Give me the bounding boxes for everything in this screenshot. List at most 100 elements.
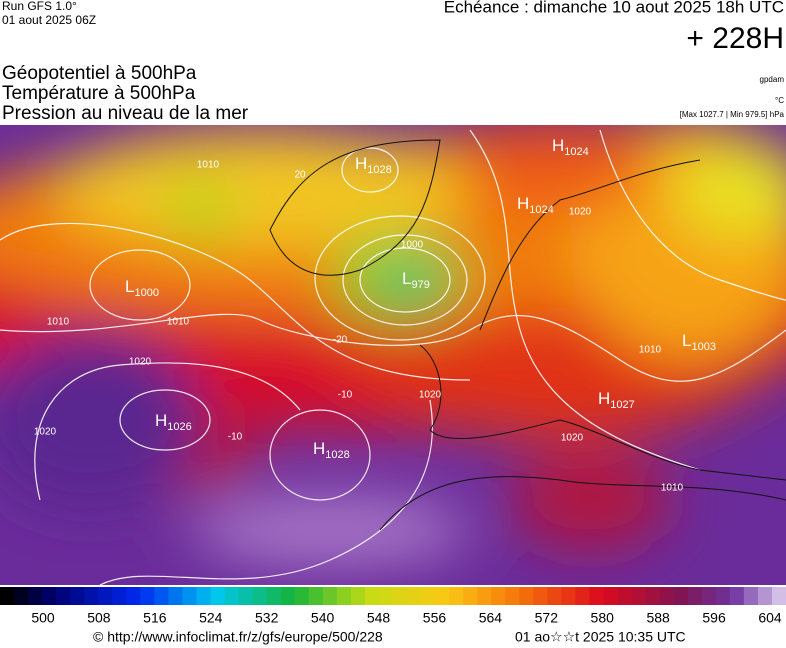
colorbar-swatch bbox=[28, 587, 43, 605]
contour-label: 1020 bbox=[561, 433, 584, 444]
colorbar-swatch bbox=[308, 587, 324, 605]
colorbar-swatch bbox=[673, 587, 689, 605]
contour-label: 1020 bbox=[419, 390, 442, 401]
colorbar-tick-label: 572 bbox=[535, 610, 559, 626]
contour-label: 1010 bbox=[639, 345, 662, 356]
forecast-time: Echéance : dimanche 10 aout 2025 18h UTC bbox=[444, 0, 784, 16]
pressure-center: H1028 bbox=[313, 439, 350, 460]
contour-label: 20 bbox=[294, 170, 306, 181]
colorbar-swatch bbox=[56, 587, 71, 605]
colorbar-swatch bbox=[757, 587, 773, 605]
pressure-center: H1024 bbox=[552, 136, 589, 157]
colorbar-swatch bbox=[350, 587, 366, 605]
colorbar-swatch bbox=[407, 587, 422, 605]
map-labels: H1028 H1024 H1024 L1000 L979 H1026 H1028 H1027 L… bbox=[34, 136, 716, 493]
colorbar-tick-label: 556 bbox=[423, 610, 447, 626]
colorbar-swatch bbox=[224, 587, 240, 605]
colorbar-swatch bbox=[322, 587, 338, 605]
pressure-center: H1027 bbox=[598, 389, 635, 410]
colorbar-swatch bbox=[477, 587, 492, 605]
colorbar-tick-label: 564 bbox=[479, 610, 503, 626]
pressure-center: H1028 bbox=[355, 154, 392, 175]
colorbar-swatch bbox=[589, 587, 605, 605]
contour-label: 1020 bbox=[569, 207, 592, 218]
contour-label: -10 bbox=[338, 390, 353, 401]
colorbar-tick-label: 524 bbox=[199, 610, 223, 626]
timestamp: 01 ao☆☆t 2025 10:35 UTC bbox=[515, 629, 686, 645]
colorbar-swatch bbox=[70, 587, 85, 605]
contour-label: 1020 bbox=[129, 357, 152, 368]
contour-label: 1000 bbox=[401, 240, 424, 251]
colorbar-tick-label: 580 bbox=[591, 610, 615, 626]
colorbar-tick-label: 596 bbox=[702, 610, 726, 626]
colorbar-swatch bbox=[603, 587, 619, 605]
colorbar-swatch bbox=[112, 587, 127, 605]
colorbar-swatch bbox=[561, 587, 576, 605]
contour-label: 1010 bbox=[47, 317, 70, 328]
colorbar-swatch bbox=[336, 587, 352, 605]
colorbar-tick-label: 516 bbox=[143, 610, 167, 626]
colorbar-swatch bbox=[659, 587, 675, 605]
colorbar-swatch bbox=[435, 587, 450, 605]
colorbar: 500 508 516 524 532 540 548 556 564 572 580 588 596 6… bbox=[0, 587, 786, 626]
colorbar-swatch bbox=[631, 587, 647, 605]
colorbar-swatch bbox=[743, 587, 759, 605]
colorbar-swatch bbox=[491, 587, 506, 605]
colorbar-swatch bbox=[0, 587, 15, 605]
contour-label: 1010 bbox=[167, 317, 190, 328]
contour-label: -20 bbox=[333, 335, 348, 346]
colorbar-swatch bbox=[645, 587, 661, 605]
field-title: Pression au niveau de la mer bbox=[2, 103, 249, 124]
colorbar-swatch bbox=[238, 587, 254, 605]
pressure-center: H1024 bbox=[517, 194, 554, 215]
colorbar-swatch bbox=[126, 587, 141, 605]
run-label: Run GFS 1.0° bbox=[2, 0, 77, 13]
colorbar-swatch bbox=[771, 587, 786, 605]
colorbar-swatch bbox=[42, 587, 57, 605]
colorbar-swatch bbox=[252, 587, 268, 605]
colorbar-swatch bbox=[280, 587, 296, 605]
colorbar-tick-label: 548 bbox=[367, 610, 391, 626]
colorbar-swatch bbox=[533, 587, 548, 605]
colorbar-tick-label: 604 bbox=[758, 610, 782, 626]
colorbar-swatch bbox=[14, 587, 29, 605]
source-url: © http://www.infoclimat.fr/z/gfs/europe/… bbox=[93, 629, 383, 645]
colorbar-swatch bbox=[449, 587, 464, 605]
colorbar-swatch bbox=[547, 587, 562, 605]
unit-label: [Max 1027.7 | Min 979.5] hPa bbox=[680, 110, 785, 119]
contour-label: 1010 bbox=[197, 160, 220, 171]
colorbar-swatch bbox=[378, 587, 394, 605]
colorbar-tick-label: 588 bbox=[646, 610, 670, 626]
unit-label: °C bbox=[775, 96, 784, 105]
colorbar-swatch bbox=[196, 587, 212, 605]
unit-label: gpdam bbox=[760, 75, 785, 84]
colorbar-swatch bbox=[617, 587, 633, 605]
lead-time: + 228H bbox=[686, 22, 784, 55]
colorbar-swatch bbox=[98, 587, 113, 605]
colorbar-swatch bbox=[421, 587, 436, 605]
colorbar-tick-label: 508 bbox=[87, 610, 111, 626]
colorbar-swatch bbox=[168, 587, 183, 605]
colorbar-swatch bbox=[519, 587, 534, 605]
contour-label: 1020 bbox=[34, 427, 57, 438]
colorbar-swatch bbox=[364, 587, 380, 605]
pressure-center: L1003 bbox=[682, 331, 716, 352]
pressure-center: H1026 bbox=[155, 411, 192, 432]
colorbar-swatch bbox=[210, 587, 226, 605]
colorbar-swatch bbox=[294, 587, 310, 605]
colorbar-swatch bbox=[182, 587, 197, 605]
pressure-center: L1000 bbox=[125, 277, 159, 298]
colorbar-tick-label: 532 bbox=[255, 610, 279, 626]
run-date: 01 aout 2025 06Z bbox=[2, 13, 96, 27]
colorbar-swatch bbox=[393, 587, 408, 605]
contour-label: -10 bbox=[228, 432, 243, 443]
pressure-center: L979 bbox=[402, 269, 430, 290]
colorbar-swatch bbox=[463, 587, 478, 605]
field-title: Température à 500hPa bbox=[2, 83, 196, 104]
colorbar-swatch bbox=[729, 587, 745, 605]
colorbar-tick-label: 500 bbox=[31, 610, 55, 626]
colorbar-swatch bbox=[140, 587, 155, 605]
colorbar-swatch bbox=[505, 587, 520, 605]
